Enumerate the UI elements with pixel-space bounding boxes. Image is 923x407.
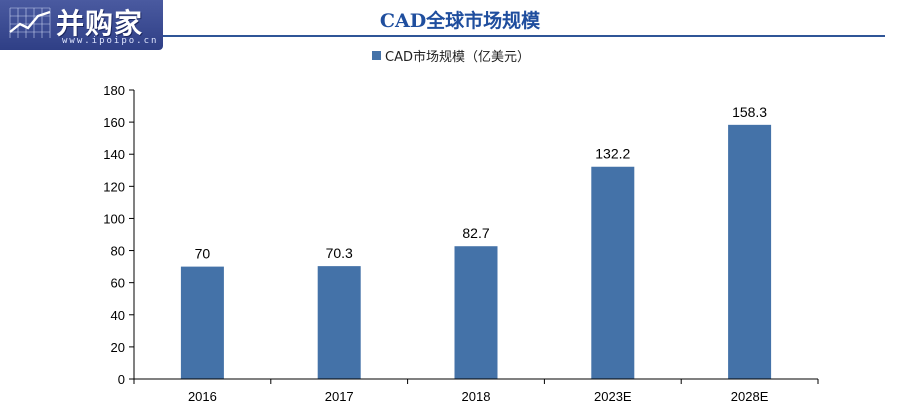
y-tick-label: 120: [103, 179, 125, 194]
legend-label: CAD市场规模（亿美元）: [385, 50, 530, 65]
y-tick-label: 160: [103, 115, 125, 130]
y-tick-label: 140: [103, 147, 125, 162]
x-tick-label: 2016: [188, 389, 217, 404]
data-label: 70.3: [326, 245, 353, 261]
chart-logo-icon: [9, 7, 51, 38]
x-tick-label: 2017: [325, 389, 354, 404]
logo-url: www.ipoipo.cn: [62, 36, 159, 46]
chart-legend: CAD市场规模（亿美元）: [372, 46, 530, 65]
bar-2023e: [591, 166, 635, 379]
bar-2016: [180, 266, 224, 379]
bar-2017: [317, 266, 361, 379]
logo-text: 并购家: [56, 7, 144, 40]
x-tick-label: 2028E: [731, 389, 769, 404]
y-tick-label: 40: [111, 308, 125, 323]
bar-2028e: [728, 124, 772, 380]
legend-swatch: [372, 51, 381, 60]
brand-logo: 并购家 www.ipoipo.cn: [0, 0, 163, 50]
y-tick-label: 100: [103, 211, 125, 226]
data-label: 158.3: [732, 104, 767, 120]
y-tick-label: 180: [103, 83, 125, 98]
y-tick-label: 20: [111, 340, 125, 355]
x-tick-label: 2023E: [594, 389, 632, 404]
x-tick-label: 2018: [462, 389, 491, 404]
bar-2018: [454, 246, 498, 379]
data-label: 70: [195, 246, 211, 262]
data-label: 132.2: [595, 146, 630, 162]
y-tick-label: 80: [111, 244, 125, 259]
y-tick-label: 0: [118, 372, 125, 387]
y-tick-label: 60: [111, 276, 125, 291]
chart-title: CAD全球市场规模: [379, 10, 541, 32]
data-label: 82.7: [462, 225, 489, 241]
title-divider: [163, 35, 885, 37]
